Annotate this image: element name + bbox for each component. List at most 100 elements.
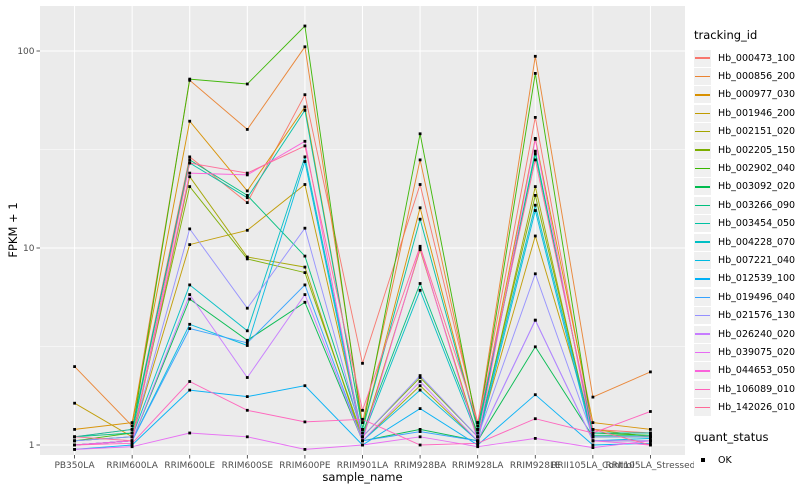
legend-key-line-icon xyxy=(695,94,710,96)
data-point xyxy=(188,161,192,165)
legend-key-swatch xyxy=(694,104,711,122)
data-point xyxy=(73,443,76,447)
data-point xyxy=(245,194,249,197)
data-point xyxy=(418,288,422,292)
x-tick-label: RRIM600LA xyxy=(106,461,158,471)
legend-key-swatch xyxy=(694,215,711,233)
legend-item-Hb_000856_200: Hb_000856_200 xyxy=(694,67,800,86)
legend-item-label: Hb_021576_130 xyxy=(718,310,796,322)
data-point xyxy=(476,435,480,439)
data-point xyxy=(303,283,307,287)
legend-item-Hb_039075_020: Hb_039075_020 xyxy=(694,343,800,361)
legend-key-line-icon xyxy=(695,333,710,335)
data-point xyxy=(591,446,595,449)
data-point xyxy=(361,431,364,435)
legend-item-label: Hb_000473_100 xyxy=(718,52,796,64)
data-point xyxy=(188,227,192,231)
legend-item-Hb_007221_040: Hb_007221_040 xyxy=(694,251,800,269)
data-point xyxy=(245,344,249,347)
data-point xyxy=(649,370,652,374)
legend-key-swatch xyxy=(694,343,711,361)
legend-key-swatch xyxy=(694,288,711,306)
legend-key-swatch xyxy=(694,160,711,178)
data-point xyxy=(245,395,249,398)
data-point xyxy=(418,244,422,248)
legend-items: Hb_000473_100 Hb_000856_200 Hb_000977_030 H… xyxy=(694,49,800,417)
data-point xyxy=(418,158,422,162)
data-point xyxy=(476,431,480,435)
legend-item-Hb_012539_100: Hb_012539_100 xyxy=(694,270,800,288)
data-point xyxy=(533,158,537,162)
legend-item-label: Hb_003092_020 xyxy=(718,181,796,193)
data-point xyxy=(245,173,249,177)
legend-item-label: Hb_142026_010 xyxy=(718,402,796,414)
quant-status-item-ok: OK xyxy=(694,451,800,469)
legend: tracking_id Hb_000473_100 Hb_000856_200 Hb… xyxy=(694,28,800,469)
data-point xyxy=(649,410,652,413)
data-point xyxy=(245,338,249,342)
data-point xyxy=(418,376,422,379)
data-point xyxy=(188,322,192,326)
data-point xyxy=(533,417,537,421)
data-point xyxy=(303,105,307,109)
data-point xyxy=(533,203,537,207)
data-point xyxy=(476,439,480,443)
data-point xyxy=(130,435,134,439)
data-point xyxy=(649,433,652,437)
legend-item-label: Hb_002151_020 xyxy=(718,126,796,138)
data-point xyxy=(649,439,652,443)
data-point xyxy=(591,428,595,431)
legend-item-label: Hb_001946_200 xyxy=(718,107,796,119)
legend-key-swatch xyxy=(694,123,711,141)
data-point xyxy=(188,283,192,287)
data-point xyxy=(476,428,480,431)
legend-item-Hb_004228_070: Hb_004228_070 xyxy=(694,233,800,251)
quant-status-legend-title: quant_status xyxy=(694,429,769,444)
legend-key-swatch xyxy=(694,362,711,380)
data-point xyxy=(188,158,192,162)
data-point xyxy=(418,183,422,186)
legend-key-line-icon xyxy=(695,112,710,115)
legend-key-swatch xyxy=(694,251,711,269)
legend-item-Hb_000977_030: Hb_000977_030 xyxy=(694,86,800,104)
legend-key-swatch xyxy=(694,325,711,343)
legend-key-swatch xyxy=(694,196,711,214)
data-point xyxy=(361,408,364,412)
data-point xyxy=(188,327,192,330)
data-point xyxy=(649,435,652,439)
x-axis-title: sample_name xyxy=(322,470,403,484)
quant-status-label: OK xyxy=(718,454,732,466)
data-point xyxy=(591,439,595,443)
legend-item-Hb_003266_090: Hb_003266_090 xyxy=(694,196,800,214)
data-point xyxy=(303,93,307,97)
x-tick-label: RRII105LA_Stressed xyxy=(606,461,696,471)
data-point xyxy=(418,443,422,447)
legend-key-swatch xyxy=(694,380,711,398)
legend-key-swatch xyxy=(694,178,711,196)
data-point xyxy=(188,431,192,435)
data-point xyxy=(533,194,537,197)
data-point xyxy=(533,72,537,75)
legend-key-line-icon xyxy=(695,259,710,262)
data-point xyxy=(73,435,76,439)
legend-key-swatch xyxy=(694,233,711,251)
data-point xyxy=(476,441,480,445)
legend-key-swatch xyxy=(694,270,711,288)
y-tick-label: 10 xyxy=(23,244,35,254)
legend-key-swatch xyxy=(694,49,711,67)
legend-item-Hb_003092_020: Hb_003092_020 xyxy=(694,178,800,196)
legend-item-label: Hb_019496_040 xyxy=(718,291,796,303)
data-point xyxy=(130,428,134,431)
x-tick-label: RRIM600PE xyxy=(279,461,331,471)
legend-item-label: Hb_000977_030 xyxy=(718,89,796,101)
data-point xyxy=(245,329,249,333)
legend-item-Hb_002151_020: Hb_002151_020 xyxy=(694,123,800,141)
legend-item-label: Hb_004228_070 xyxy=(718,236,796,248)
data-point xyxy=(245,435,249,439)
legend-item-Hb_000473_100: Hb_000473_100 xyxy=(694,49,800,67)
data-point xyxy=(303,265,307,269)
data-point xyxy=(303,271,307,274)
data-point xyxy=(533,185,537,188)
data-point xyxy=(303,226,307,230)
point-square-icon xyxy=(700,458,705,462)
